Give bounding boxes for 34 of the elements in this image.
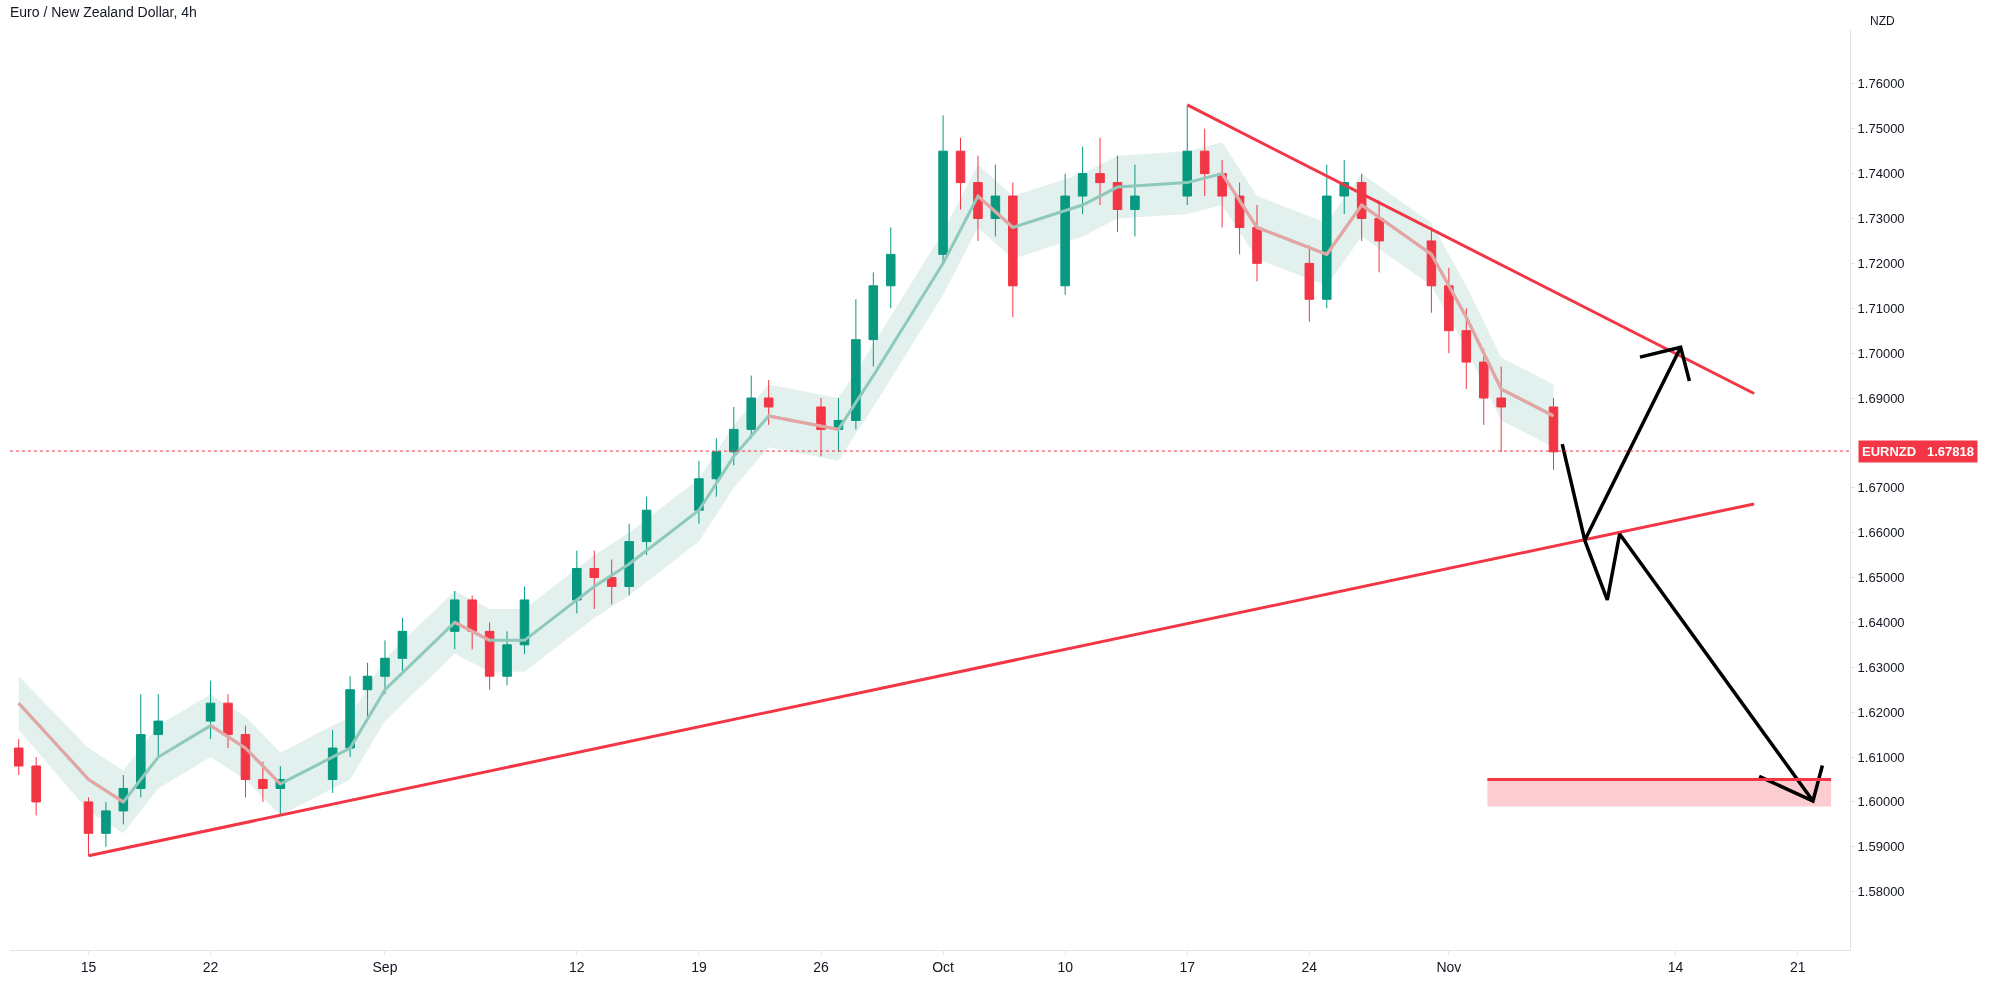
x-tick-label: 14 [1667, 958, 1684, 975]
x-tick-label: 17 [1179, 958, 1196, 975]
y-tick-label: 1.69000 [1857, 390, 1905, 406]
y-tick-label: 1.73000 [1857, 211, 1905, 227]
x-tick-label: Oct [932, 958, 955, 975]
x-tick-label: 19 [691, 958, 707, 975]
y-tick-label: 1.63000 [1857, 659, 1905, 675]
y-tick-label: 1.67000 [1857, 480, 1905, 496]
y-tick-label: 1.72000 [1857, 255, 1905, 271]
y-axis-title: NZD [1870, 14, 1895, 28]
x-tick-label: 15 [80, 958, 97, 975]
y-tick-label: 1.59000 [1857, 839, 1905, 855]
x-tick-label: 10 [1057, 958, 1074, 975]
y-tick-label: 1.76000 [1857, 76, 1905, 92]
y-tick-label: 1.75000 [1857, 121, 1905, 137]
x-tick-label: 26 [813, 958, 829, 975]
y-tick-label: 1.65000 [1857, 570, 1905, 586]
x-tick-label: 12 [569, 958, 585, 975]
y-tick-label: 1.61000 [1857, 749, 1905, 765]
x-tick-label: Sep [372, 958, 398, 975]
x-tick-label: Nov [1436, 958, 1462, 975]
x-tick-label: 21 [1789, 958, 1806, 975]
y-tick-label: 1.70000 [1857, 345, 1905, 361]
chart-title: Euro / New Zealand Dollar, 4h [10, 3, 197, 20]
y-tick-label: 1.60000 [1857, 794, 1905, 810]
y-tick-label: 1.64000 [1857, 614, 1905, 630]
y-tick-label: 1.74000 [1857, 166, 1905, 182]
y-tick-label: 1.71000 [1857, 300, 1905, 316]
x-tick-label: 22 [202, 958, 219, 975]
y-tick-label: 1.58000 [1857, 884, 1905, 900]
x-tick-label: 24 [1301, 958, 1318, 975]
y-tick-label: 1.62000 [1857, 704, 1905, 720]
y-tick-label: 1.66000 [1857, 525, 1905, 541]
ref-line-label: EURNZD 1.67818 [1862, 444, 1974, 459]
